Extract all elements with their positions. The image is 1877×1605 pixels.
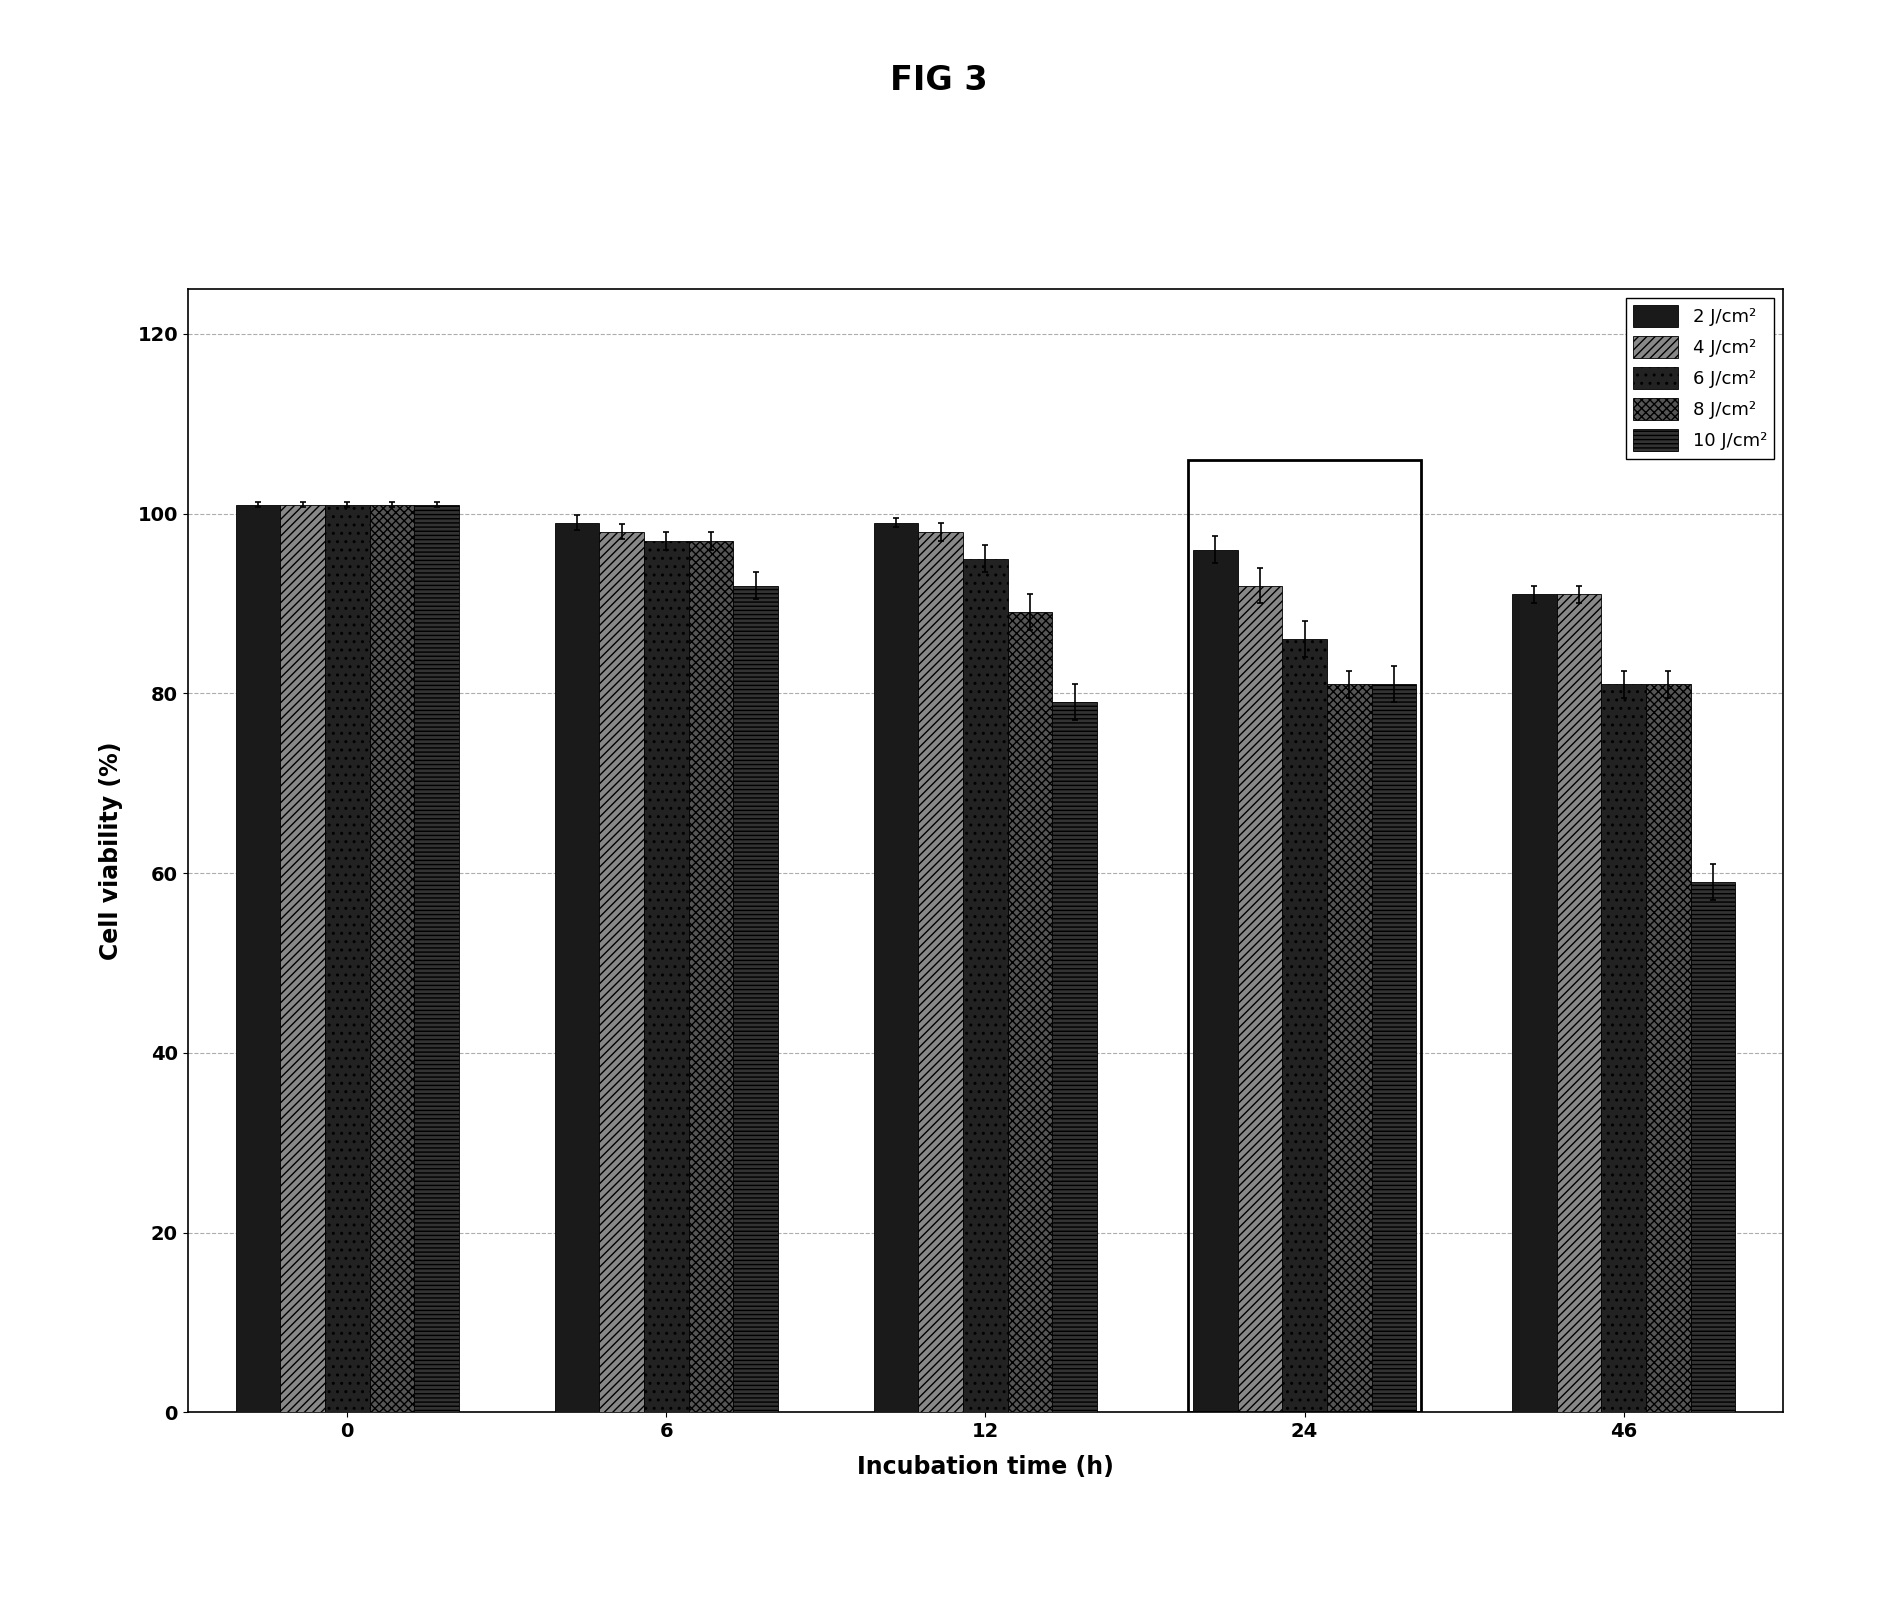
Legend: 2 J/cm², 4 J/cm², 6 J/cm², 8 J/cm², 10 J/cm²: 2 J/cm², 4 J/cm², 6 J/cm², 8 J/cm², 10 J…	[1625, 299, 1774, 459]
Text: FIG 3: FIG 3	[890, 64, 987, 98]
Bar	[554, 523, 599, 1412]
Bar	[325, 504, 370, 1412]
Bar	[1691, 883, 1734, 1412]
Bar	[734, 586, 777, 1412]
Bar	[918, 531, 963, 1412]
X-axis label: Incubation time (h): Incubation time (h)	[858, 1456, 1113, 1480]
Bar	[1282, 639, 1327, 1412]
Bar	[1556, 594, 1601, 1412]
Bar	[1327, 684, 1372, 1412]
Bar	[280, 504, 325, 1412]
Bar	[415, 504, 458, 1412]
Bar	[370, 504, 415, 1412]
Bar	[873, 523, 918, 1412]
Bar	[963, 559, 1008, 1412]
Bar	[1511, 594, 1556, 1412]
Bar	[599, 531, 644, 1412]
Bar	[644, 541, 689, 1412]
Bar	[1601, 684, 1646, 1412]
Bar	[1053, 703, 1096, 1412]
Bar	[1237, 586, 1282, 1412]
Bar	[1194, 549, 1237, 1412]
Bar	[237, 504, 280, 1412]
Bar	[1188, 459, 1421, 1412]
Bar	[689, 541, 734, 1412]
Bar	[1646, 684, 1691, 1412]
Bar	[1008, 613, 1053, 1412]
Y-axis label: Cell viability (%): Cell viability (%)	[99, 742, 124, 960]
Bar	[1372, 684, 1417, 1412]
